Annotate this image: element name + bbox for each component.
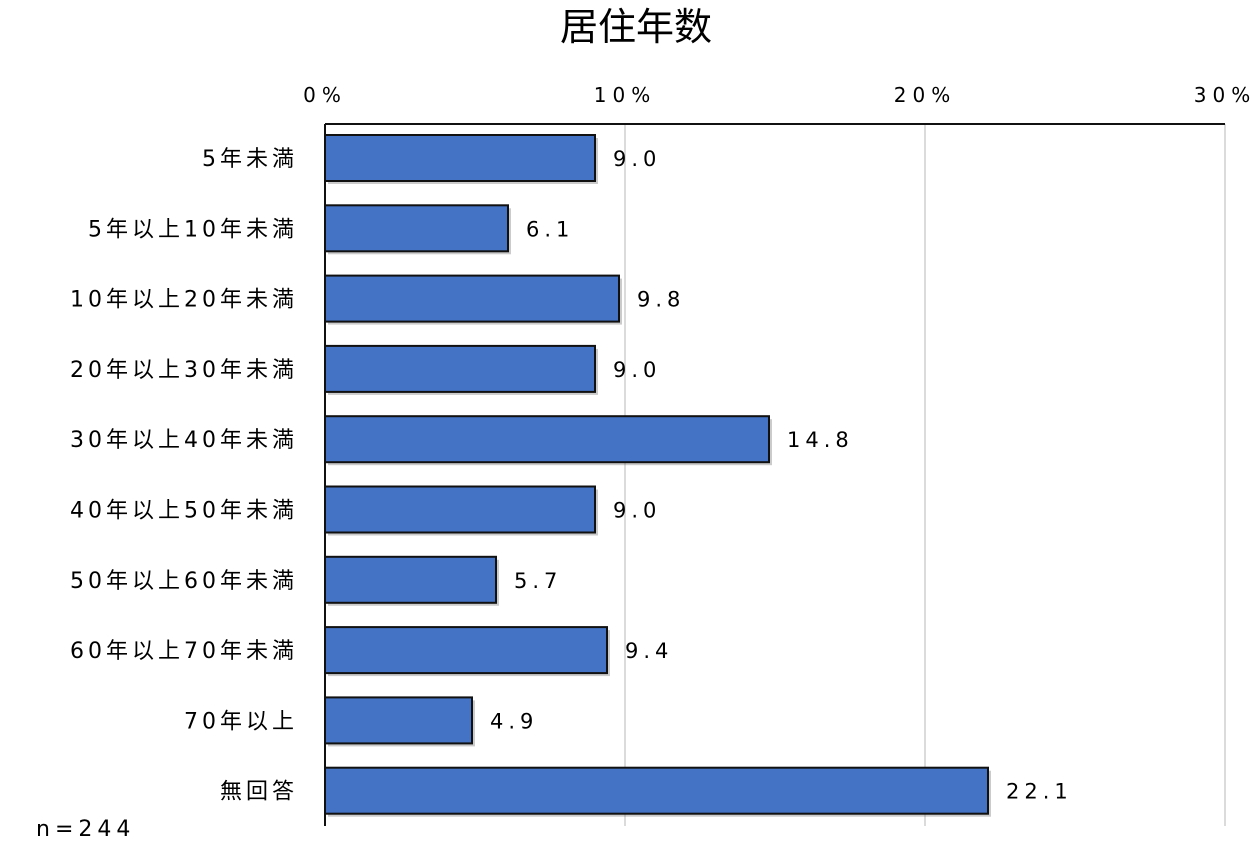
- x-tick-label: 0%: [303, 83, 347, 107]
- bar: [324, 415, 770, 464]
- axis-layer: [324, 123, 1225, 826]
- value-label: 14.8: [787, 428, 854, 452]
- bar: [324, 626, 608, 675]
- label-layer: 0% 10% 20% 30% 5年未満 9.0 5年以上10年未満 6.1 10年以上20年未満…: [70, 83, 1252, 805]
- bar: [324, 696, 473, 745]
- chart-title: 居住年数: [560, 5, 712, 49]
- category-label: 5年未満: [202, 147, 298, 172]
- value-label: 6.1: [526, 217, 574, 241]
- bar: [324, 344, 596, 393]
- bar: [324, 134, 596, 182]
- value-label: 9.0: [613, 499, 661, 523]
- bar: [324, 274, 620, 323]
- bar-layer: [324, 134, 991, 817]
- category-label: 無回答: [220, 780, 298, 805]
- category-label: 5年以上10年未満: [88, 217, 298, 242]
- value-label: 9.8: [637, 288, 685, 312]
- value-label: 4.9: [490, 709, 538, 733]
- category-label: 40年以上50年未満: [70, 499, 298, 524]
- bar: [324, 204, 509, 253]
- bar: [324, 766, 989, 815]
- value-label: 5.7: [514, 569, 562, 593]
- category-label: 20年以上30年未満: [70, 358, 298, 383]
- sample-size-note: n=244: [36, 817, 135, 842]
- value-label: 9.0: [613, 147, 661, 171]
- value-label: 9.0: [613, 358, 661, 382]
- category-label: 10年以上20年未満: [70, 288, 298, 313]
- grid-layer: [624, 124, 1226, 826]
- category-label: 50年以上60年未満: [70, 569, 298, 594]
- value-label: 22.1: [1006, 780, 1073, 804]
- category-label: 60年以上70年未満: [70, 639, 298, 664]
- category-label: 30年以上40年未満: [70, 428, 298, 453]
- category-label: 70年以上: [184, 709, 298, 734]
- x-tick-label: 20%: [894, 83, 956, 107]
- x-tick-label: 30%: [1194, 83, 1252, 107]
- bar: [324, 555, 497, 604]
- bar: [324, 485, 596, 534]
- x-tick-label: 10%: [594, 83, 656, 107]
- value-label: 9.4: [625, 639, 673, 663]
